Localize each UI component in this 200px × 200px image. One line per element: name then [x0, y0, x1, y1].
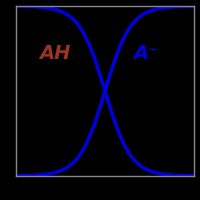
Text: A⁻: A⁻: [133, 44, 159, 63]
Text: AH: AH: [39, 44, 71, 63]
